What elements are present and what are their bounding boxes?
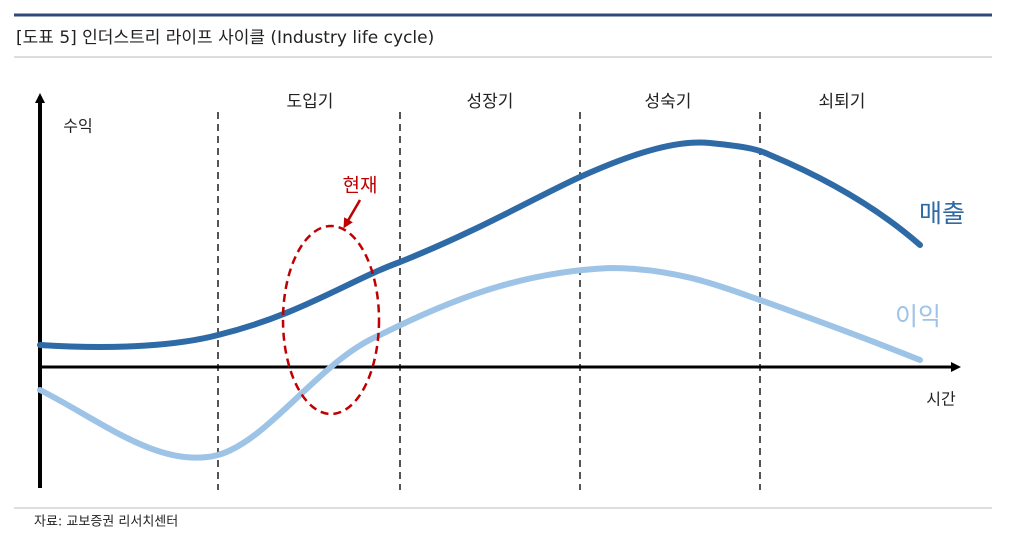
x-axis-label: 시간 <box>926 390 956 409</box>
y-axis-label: 수익 <box>63 117 92 136</box>
stage-dividers <box>217 112 761 490</box>
profit-curve <box>37 264 923 461</box>
stage-label: 성숙기 <box>645 92 692 112</box>
source: 자료: 교보증권 리서치센터 <box>34 515 178 530</box>
title: [도표 5] 인더스트리 라이프 사이클 (Industry life cycl… <box>16 28 434 48</box>
profit-label: 이익 <box>895 302 941 331</box>
current-arrow <box>343 199 362 229</box>
stage-label: 성장기 <box>467 92 514 112</box>
revenue-curve <box>37 139 923 350</box>
revenue-label: 매출 <box>919 199 965 228</box>
stage-label: 쇠퇴기 <box>819 92 866 112</box>
stage-label: 도입기 <box>287 92 334 112</box>
current-marker <box>281 224 381 416</box>
annotation: 현재 <box>343 175 378 197</box>
